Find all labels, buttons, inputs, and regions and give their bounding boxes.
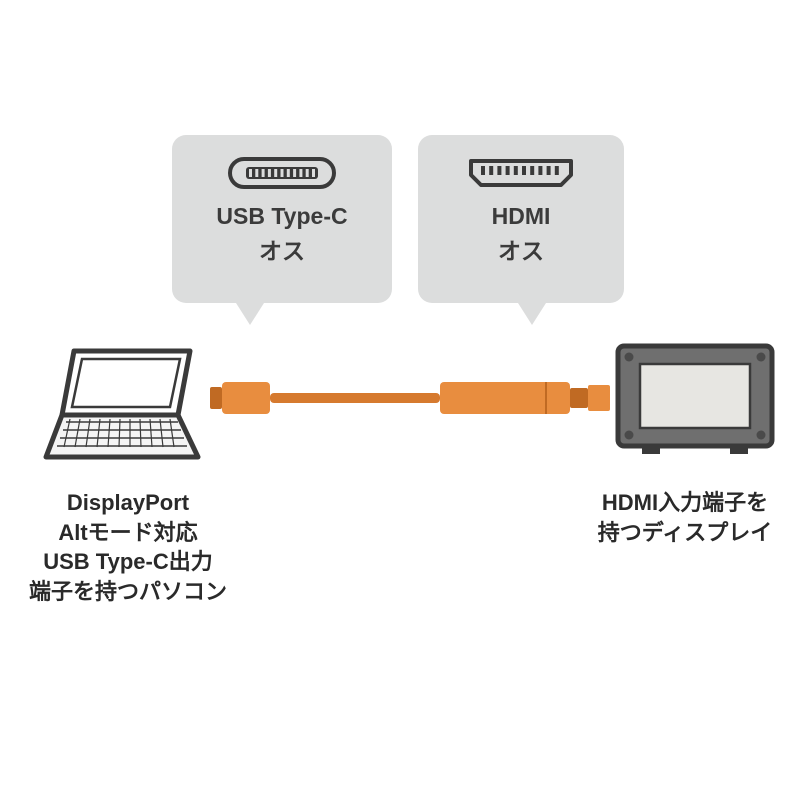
monitor-icon [614,342,776,456]
cable [208,376,612,420]
callout-usb-c: USB Type-C オス [172,135,392,303]
caption-source: DisplayPortAltモード対応USB Type-C出力端子を持つパソコン [18,488,238,607]
diagram-stage: USB Type-C オス HDMI オス DisplayPortAltモード対… [0,0,800,800]
caption-line: 持つディスプレイ [570,518,800,548]
callout-usb-c-tail [236,303,264,325]
laptop-icon [40,345,204,465]
callout-hdmi-line1: HDMI [418,203,624,230]
caption-line: DisplayPort [18,488,238,518]
hdmi-icon [418,153,624,193]
callout-hdmi-line2: オス [418,232,624,266]
caption-line: Altモード対応 [18,518,238,548]
usb-c-icon [172,153,392,193]
caption-display: HDMI入力端子を持つディスプレイ [570,488,800,547]
callout-usb-c-line1: USB Type-C [172,203,392,230]
caption-line: 端子を持つパソコン [18,577,238,607]
callout-usb-c-line2: オス [172,232,392,266]
caption-line: HDMI入力端子を [570,488,800,518]
caption-line: USB Type-C出力 [18,547,238,577]
callout-hdmi-tail [518,303,546,325]
callout-hdmi: HDMI オス [418,135,624,303]
